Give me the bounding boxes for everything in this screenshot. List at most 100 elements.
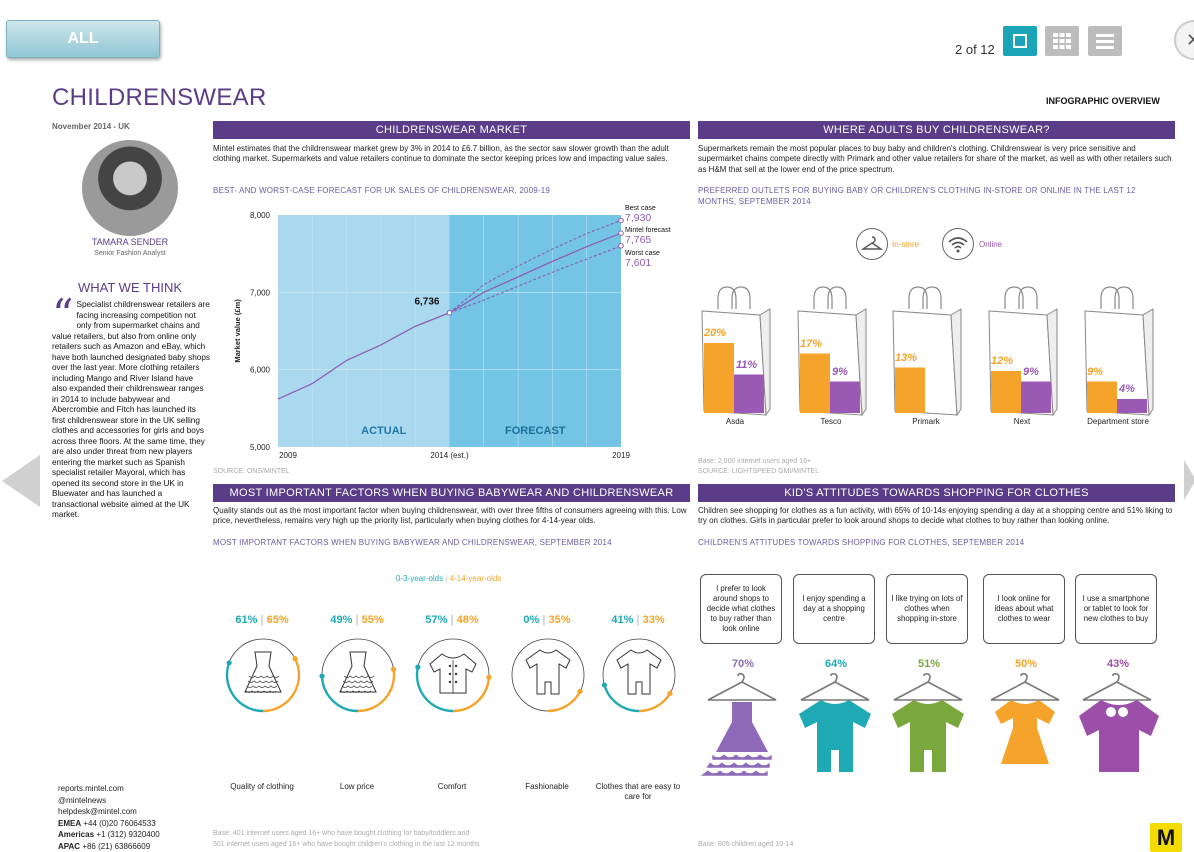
list-icon: [1096, 34, 1114, 49]
attitude-3: I like trying on lots of clothes when sh…: [886, 574, 986, 774]
bag-1: 20% 11% Asda: [700, 285, 771, 435]
instore-pct: 17%: [800, 337, 823, 350]
online-icon-circle: [942, 228, 974, 260]
x-tick-label: 2014 (est.): [430, 451, 469, 460]
contact-web[interactable]: reports.mintel.com: [58, 784, 124, 793]
shopping-bag-icon: [1084, 286, 1154, 417]
quote-icon: “: [52, 290, 74, 339]
actual-area: [278, 215, 450, 447]
online-bar: [1117, 399, 1147, 413]
bag-3: 13% Primark: [891, 285, 962, 435]
market-subtitle: BEST- AND WORST-CASE FORECAST FOR UK SAL…: [213, 186, 551, 195]
hanger-garment-icon: [1079, 672, 1159, 772]
end-label-value: 7,601: [625, 257, 651, 269]
contact-apac: APAC +86 (21) 63866609: [58, 841, 151, 851]
y-tick-label: 6,000: [250, 366, 271, 375]
instore-pct: 13%: [895, 351, 918, 364]
factor-pct: 61% | 65%: [235, 614, 289, 626]
onesie-icon: [601, 638, 676, 713]
y-axis-label: Market value (£m): [233, 299, 242, 363]
factor-label: Fashionable: [525, 782, 569, 791]
attitude-pct: 43%: [1106, 658, 1130, 670]
factors-base-1: Base: 401 internet users aged 16+ who ha…: [213, 830, 470, 837]
jacket-icon: [415, 638, 492, 713]
hanger-garment-icon: [799, 672, 871, 772]
factor-2: 49% | 55% Low price: [317, 612, 407, 812]
end-label-value: 7,930: [625, 212, 651, 224]
factors-base-2: 501 internet users aged 16+ who have bou…: [213, 841, 480, 848]
bag-store-label: Next: [1013, 417, 1031, 426]
shopping-bag-icon: [797, 286, 867, 417]
x-tick-label: 2009: [279, 451, 297, 460]
legend-4-14: 4-14-year-olds: [449, 574, 502, 583]
quote-text: Specialist childrenswear retailers are f…: [52, 300, 210, 519]
factor-5: 41% | 33% Clothes that are easy to care f…: [596, 612, 688, 812]
market-intro: Mintel estimates that the childrenswear …: [213, 144, 669, 164]
contact-email[interactable]: helpdesk@mintel.com: [58, 807, 137, 816]
what-we-think-quote: “Specialist childrenswear retailers are …: [52, 290, 210, 521]
speech-bubble: I look online for ideas about what cloth…: [983, 574, 1065, 644]
bag-2: 17% 9% Tesco: [796, 285, 867, 435]
instore-bar: [1087, 381, 1117, 413]
adults-base: Base: 2,000 internet users aged 16+: [698, 458, 812, 465]
shopping-bag-icon: [892, 286, 962, 417]
bag-store-label: Tesco: [820, 417, 842, 426]
hanger-garment-icon: [699, 672, 777, 777]
analyst-name: TAMARA SENDER: [91, 237, 169, 247]
attitude-pct: 64%: [824, 658, 848, 670]
end-label-name: Mintel forecast: [625, 227, 671, 234]
grid-icon: [1053, 33, 1071, 49]
end-label-name: Worst case: [625, 250, 660, 257]
factor-label: Clothes that are easy to care for: [595, 782, 681, 801]
market-heading: CHILDRENSWEAR MARKET: [213, 121, 690, 139]
factors-subtitle: MOST IMPORTANT FACTORS WHEN BUYING BABYW…: [213, 538, 612, 547]
contact-info: reports.mintel.com @mintelnews helpdesk@…: [58, 783, 160, 852]
instore-pct: 20%: [704, 327, 727, 339]
instore-bar: [991, 371, 1021, 413]
grid-view-button[interactable]: [1045, 26, 1079, 56]
bag-store-label: Department store: [1087, 417, 1149, 426]
factor-pct-4-14: 65%: [266, 614, 289, 626]
legend-instore: In-store: [892, 240, 920, 249]
factors-heading: MOST IMPORTANT FACTORS WHEN BUYING BABYW…: [213, 484, 690, 502]
kids-subtitle: CHILDREN'S ATTITUDES TOWARDS SHOPPING FO…: [698, 538, 1025, 547]
all-button[interactable]: ALL: [6, 20, 160, 58]
series-line-1: [449, 219, 622, 314]
series-end-point: [618, 217, 624, 224]
factor-label: Quality of clothing: [230, 782, 294, 791]
online-pct: 9%: [1023, 365, 1039, 378]
single-view-button[interactable]: [1003, 26, 1037, 56]
online-bar: [830, 381, 860, 413]
factor-pct-4-14: 55%: [361, 614, 384, 626]
factor-label: Low price: [339, 782, 375, 791]
list-view-button[interactable]: [1088, 26, 1122, 56]
speech-bubble: I use a smartphone or tablet to look for…: [1075, 574, 1157, 644]
factor-label: Comfort: [437, 782, 467, 791]
contact-emea: EMEA +44 (0)20 76064533: [58, 818, 156, 828]
shopping-bag-icon: [701, 286, 771, 417]
close-button[interactable]: ✕: [1174, 20, 1194, 60]
wifi-icon: [948, 237, 968, 253]
page-indicator: 2 of 12: [955, 42, 995, 57]
kids-base: Base: 805 children aged 10-14: [698, 841, 794, 848]
mintel-logo: M: [1150, 823, 1182, 852]
factor-3: 57% | 48% Comfort: [412, 612, 502, 812]
factor-1: 61% | 65% Quality of clothing: [222, 612, 312, 812]
analyst-role: Senior Fashion Analyst: [94, 250, 166, 257]
dress-icon: [225, 638, 301, 713]
contact-twitter[interactable]: @mintelnews: [58, 795, 107, 805]
end-label-value: 7,765: [625, 234, 651, 246]
next-page-arrow[interactable]: [1184, 460, 1194, 500]
instore-bar: [800, 353, 830, 413]
factor-pct: 41% | 33%: [611, 614, 665, 626]
factor-pct: 0% | 35%: [523, 614, 571, 626]
series-line-0: [277, 312, 450, 400]
previous-page-arrow[interactable]: [2, 455, 40, 507]
online-pct: 4%: [1119, 383, 1135, 395]
actual-label: ACTUAL: [361, 425, 406, 437]
factors-intro: Quality stands out as the most important…: [213, 506, 687, 526]
online-pct: 11%: [736, 358, 758, 371]
forecast-area: [449, 215, 621, 447]
legend-0-3: 0-3-year-olds: [396, 574, 444, 583]
market-source: SOURCE: ONS/MINTEL: [213, 468, 290, 475]
